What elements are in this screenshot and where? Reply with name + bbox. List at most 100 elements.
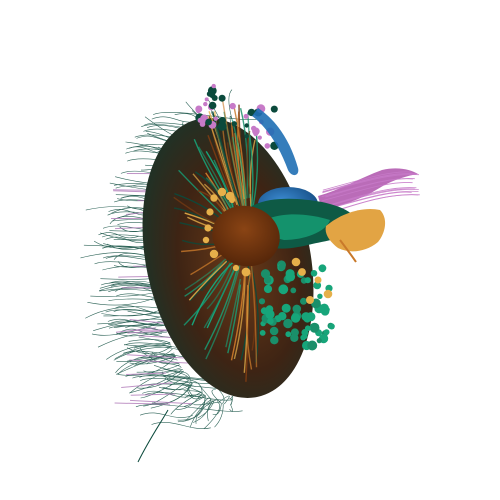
green-bouton-cluster xyxy=(258,260,335,351)
bouton xyxy=(323,329,330,335)
plume-strand xyxy=(321,188,419,208)
bouton xyxy=(229,102,236,110)
mesh-cross-strand xyxy=(107,318,160,325)
bouton xyxy=(278,284,289,295)
bouton xyxy=(209,92,216,99)
mesh-strand xyxy=(207,402,220,422)
bouton xyxy=(219,117,226,124)
mesh-strand xyxy=(143,367,182,374)
radial-fiber xyxy=(227,284,242,354)
bouton xyxy=(314,276,322,284)
radial-fiber xyxy=(183,263,231,326)
mesh-strand xyxy=(177,395,206,421)
blue-strip xyxy=(252,108,299,176)
mesh-strand xyxy=(106,342,171,360)
mesh-cross-strand xyxy=(139,412,193,418)
plume-strand xyxy=(322,171,412,191)
radial-fiber xyxy=(222,129,240,198)
bouton xyxy=(270,336,279,345)
bouton xyxy=(316,338,322,344)
radial-fiber xyxy=(246,130,251,195)
bouton xyxy=(259,330,266,336)
radial-fiber xyxy=(203,266,236,329)
mesh-strand xyxy=(151,382,193,404)
mesh-strand xyxy=(187,390,205,400)
bouton xyxy=(298,268,306,276)
mesh-cross-strand xyxy=(121,328,162,335)
bouton xyxy=(265,309,275,319)
mesh-strand xyxy=(115,355,176,375)
radial-fiber xyxy=(249,139,256,215)
bouton xyxy=(290,333,299,342)
mesh-strand xyxy=(129,355,176,365)
mesh-strand xyxy=(116,348,173,363)
bouton xyxy=(207,86,217,96)
bouton xyxy=(204,97,209,102)
brown-soma xyxy=(212,205,280,267)
mesh-strand xyxy=(197,400,215,419)
bouton xyxy=(306,296,314,304)
radial-fiber xyxy=(239,108,249,199)
mesh-strand xyxy=(199,385,212,400)
bouton xyxy=(300,297,307,305)
bouton xyxy=(217,187,227,197)
bouton xyxy=(260,269,271,279)
radial-fiber xyxy=(230,270,246,361)
bouton xyxy=(199,121,206,127)
bouton xyxy=(290,287,297,294)
mesh-strand xyxy=(228,89,233,120)
green-mass-highlight xyxy=(268,214,330,240)
bouton xyxy=(317,293,323,299)
bouton xyxy=(232,264,240,272)
mesh-strand xyxy=(134,358,178,366)
bouton xyxy=(218,94,226,102)
bouton xyxy=(281,303,291,313)
bouton xyxy=(290,313,301,323)
mesh-cross-strand xyxy=(151,422,211,429)
radial-fiber xyxy=(206,266,233,310)
mesh-cross-strand xyxy=(98,232,139,239)
bouton xyxy=(318,264,327,273)
bouton xyxy=(195,105,203,113)
plume-strand xyxy=(322,172,417,192)
bouton xyxy=(241,267,251,277)
bouton xyxy=(257,135,262,140)
bouton xyxy=(231,121,237,127)
bouton xyxy=(304,325,311,332)
bouton xyxy=(270,105,278,113)
radial-fiber xyxy=(245,272,253,370)
purple-fiber xyxy=(129,399,193,405)
radial-fiber xyxy=(205,265,241,360)
bouton xyxy=(306,312,316,322)
radial-fiber xyxy=(231,136,245,206)
bouton xyxy=(264,143,271,149)
bouton xyxy=(291,257,301,267)
mesh-strand xyxy=(211,389,222,404)
bouton xyxy=(243,113,249,119)
purple-plume xyxy=(318,168,418,210)
bouton xyxy=(285,271,296,282)
bouton xyxy=(278,312,287,321)
mesh-strand xyxy=(193,398,211,406)
bouton xyxy=(307,340,318,351)
radial-fiber xyxy=(207,135,239,212)
radial-fiber xyxy=(225,278,242,348)
bouton xyxy=(210,194,218,202)
bouton xyxy=(253,131,259,137)
mesh-strand xyxy=(113,324,165,328)
mesh-strand xyxy=(186,379,203,394)
bouton xyxy=(309,322,320,333)
mesh-strand xyxy=(136,364,180,373)
mesh-strand xyxy=(170,391,202,415)
mesh-strand xyxy=(184,395,207,407)
mesh-strand xyxy=(230,395,234,405)
bouton xyxy=(302,333,308,340)
bouton xyxy=(206,208,214,216)
mesh-strand xyxy=(127,353,175,362)
mesh-strand xyxy=(207,399,219,406)
bouton xyxy=(278,263,286,271)
gold-cluster-tail xyxy=(339,239,357,263)
bouton xyxy=(211,83,216,89)
